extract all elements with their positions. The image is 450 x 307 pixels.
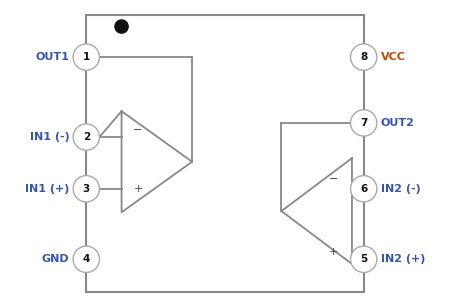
Text: 2: 2: [83, 132, 90, 142]
Text: 8: 8: [360, 52, 367, 62]
Text: OUT1: OUT1: [36, 52, 69, 62]
Text: 6: 6: [360, 184, 367, 194]
Text: IN1 (-): IN1 (-): [30, 132, 69, 142]
Bar: [86, 15, 364, 292]
Text: IN1 (+): IN1 (+): [25, 184, 69, 194]
Circle shape: [351, 176, 377, 202]
Circle shape: [73, 176, 99, 202]
Circle shape: [115, 20, 128, 33]
Text: 1: 1: [83, 52, 90, 62]
Text: 4: 4: [83, 254, 90, 264]
Circle shape: [73, 124, 99, 150]
Text: +: +: [133, 184, 143, 194]
Circle shape: [351, 246, 377, 272]
Text: IN2 (+): IN2 (+): [381, 254, 425, 264]
Text: 7: 7: [360, 118, 367, 128]
Text: IN2 (-): IN2 (-): [381, 184, 420, 194]
Text: VCC: VCC: [381, 52, 405, 62]
Circle shape: [73, 246, 99, 272]
Text: −: −: [133, 125, 143, 135]
Text: +: +: [328, 247, 338, 257]
Text: 3: 3: [83, 184, 90, 194]
Text: GND: GND: [42, 254, 69, 264]
Circle shape: [351, 44, 377, 70]
Circle shape: [73, 44, 99, 70]
Circle shape: [351, 110, 377, 136]
Text: −: −: [328, 174, 338, 185]
Text: 5: 5: [360, 254, 367, 264]
Text: OUT2: OUT2: [381, 118, 414, 128]
